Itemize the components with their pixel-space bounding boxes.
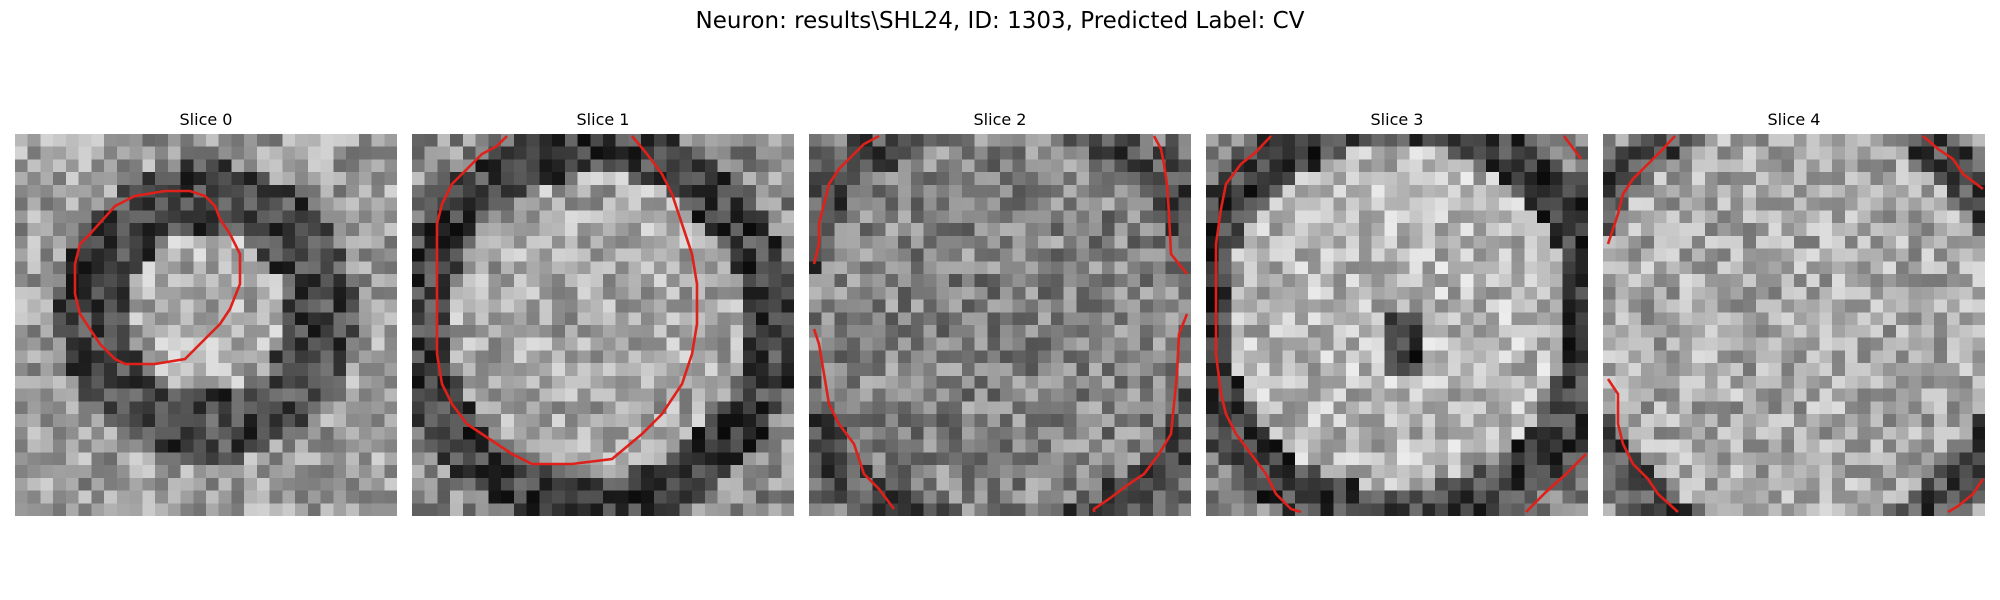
slice-grayscale-3 <box>1206 134 1588 516</box>
slice-grayscale-2 <box>809 134 1191 516</box>
slice-image-0 <box>15 134 397 516</box>
slice-image-1 <box>412 134 794 516</box>
slice-image-2 <box>809 134 1191 516</box>
slice-image-4 <box>1603 134 1985 516</box>
slice-contour-1 <box>435 135 699 466</box>
slice-title-3: Slice 3 <box>1370 110 1424 129</box>
slice-image-3 <box>1206 134 1588 516</box>
slice-grayscale-1 <box>412 134 794 516</box>
slice-contour-3 <box>1214 135 1587 514</box>
slice-contour-4 <box>1606 135 1985 514</box>
slice-title-1: Slice 1 <box>576 110 630 129</box>
figure-title: Neuron: results\SHL24, ID: 1303, Predict… <box>695 8 1305 34</box>
slice-title-2: Slice 2 <box>973 110 1027 129</box>
slice-contour-2 <box>812 134 1189 512</box>
slice-title-0: Slice 0 <box>179 110 233 129</box>
slice-title-4: Slice 4 <box>1767 110 1821 129</box>
slice-contour-0 <box>73 189 242 366</box>
slice-grayscale-4 <box>1603 134 1985 516</box>
